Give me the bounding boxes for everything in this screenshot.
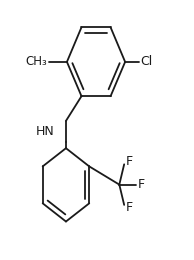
- Text: CH₃: CH₃: [26, 55, 48, 68]
- Text: F: F: [126, 201, 133, 214]
- Text: F: F: [138, 178, 145, 191]
- Text: Cl: Cl: [141, 55, 153, 68]
- Text: HN: HN: [36, 125, 54, 138]
- Text: F: F: [126, 155, 133, 168]
